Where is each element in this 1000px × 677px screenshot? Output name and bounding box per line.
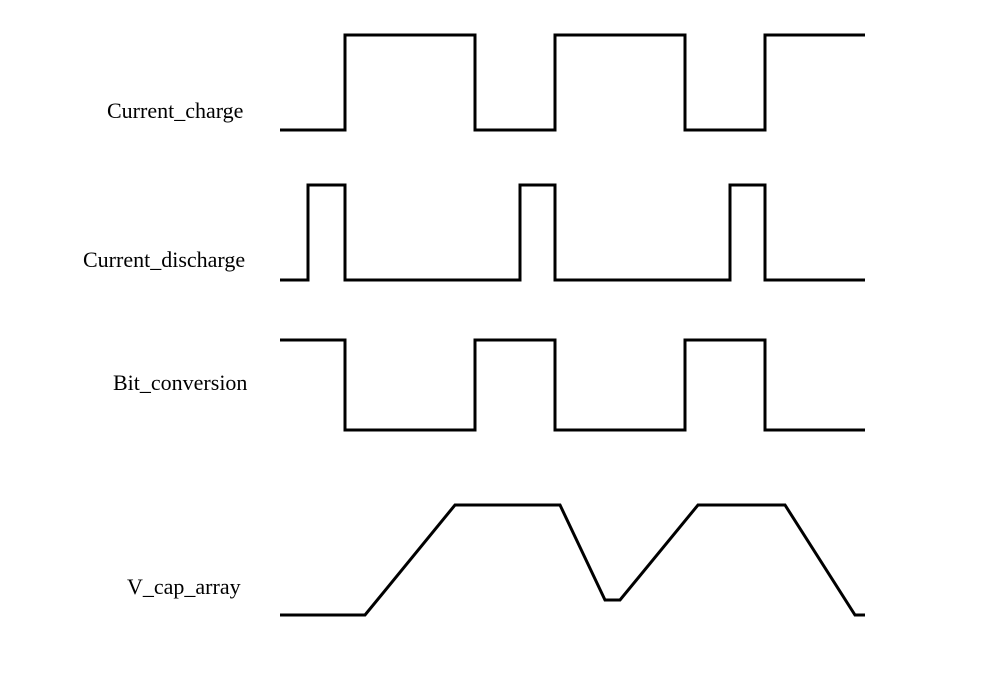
wave-current-charge: [280, 35, 865, 130]
waveforms-svg: [0, 0, 1000, 677]
wave-v-cap-array: [280, 505, 865, 615]
wave-current-discharge: [280, 185, 865, 280]
wave-bit-conversion: [280, 340, 865, 430]
timing-diagram: Current_charge Current_discharge Bit_con…: [0, 0, 1000, 677]
